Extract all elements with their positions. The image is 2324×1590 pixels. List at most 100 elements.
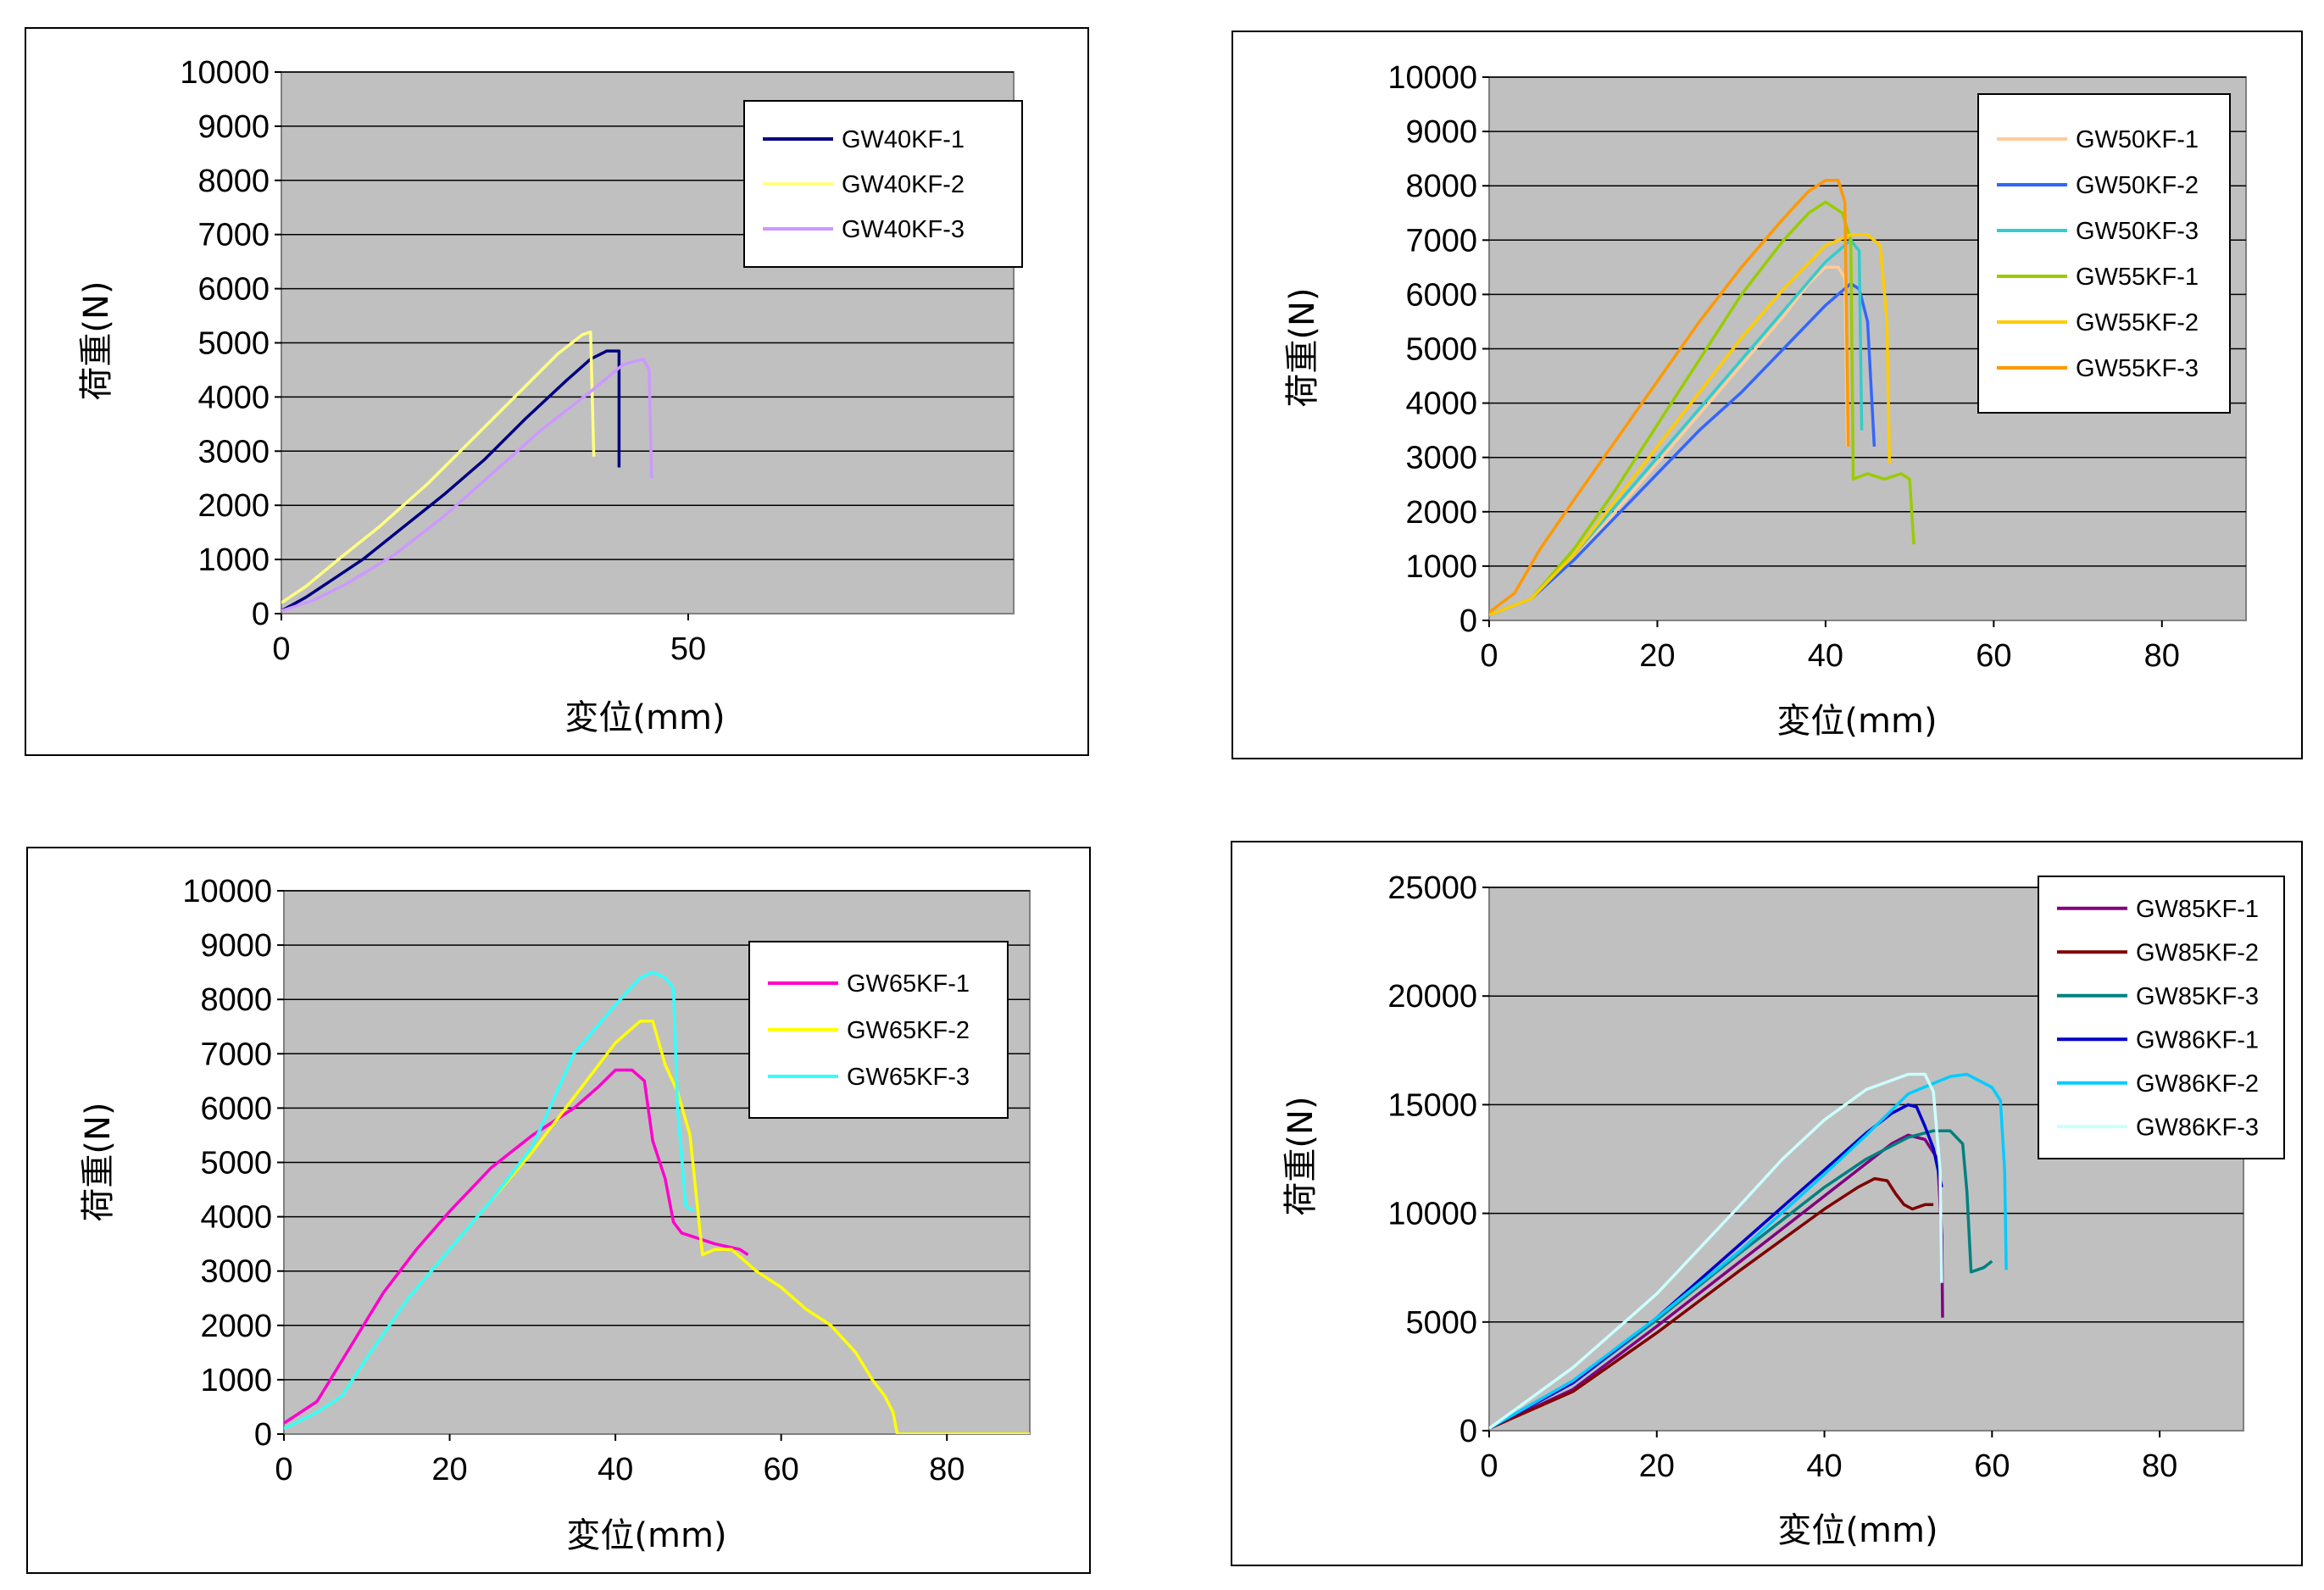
y-tick-label: 10000 (1387, 60, 1477, 96)
legend: GW85KF-1 GW85KF-2 GW85KF-3 GW86KF-1 GW86KF-2… (2038, 876, 2285, 1159)
legend-label: GW40KF-2 (842, 171, 965, 198)
x-tick-label: 60 (764, 1452, 799, 1487)
y-axis-label: 荷重(N) (1282, 1096, 1320, 1215)
y-tick-label: 4000 (1405, 386, 1477, 422)
x-tick-label: 40 (1806, 1448, 1842, 1484)
x-tick-label: 80 (2142, 1448, 2177, 1484)
legend-label: GW85KF-3 (2136, 983, 2259, 1010)
legend-label: GW85KF-1 (2136, 896, 2259, 923)
x-tick-label: 80 (2144, 638, 2180, 674)
y-tick-label: 5000 (1405, 1305, 1477, 1341)
y-tick-label: 3000 (1405, 441, 1477, 476)
legend-box (1977, 93, 2231, 414)
y-tick-label: 1000 (200, 1363, 272, 1398)
chart-panel-1: 0 1000 2000 3000 4000 5000 6000 7000 8000 9000 100… (25, 27, 1089, 756)
legend-box (2038, 876, 2285, 1159)
series-line-GW40KF-1 (281, 349, 621, 613)
y-tick-label: 8000 (1405, 169, 1477, 204)
y-tick-label: 0 (1459, 1414, 1477, 1449)
legend-label: GW86KF-3 (2136, 1114, 2259, 1141)
legend-label: GW40KF-1 (842, 126, 965, 153)
y-tick-label: 2000 (1405, 495, 1477, 531)
x-tick-label: 0 (275, 1452, 292, 1487)
legend-label: GW65KF-3 (847, 1064, 970, 1091)
y-tick-label: 8000 (200, 982, 272, 1018)
x-tick-label: 0 (1480, 1448, 1498, 1484)
x-tick-label: 20 (1639, 1448, 1675, 1484)
chart-panel-4: 0 5000 10000 15000 20000 25000 0 20 40 60 80 変位(mm)… (1231, 841, 2303, 1566)
y-tick-label: 6000 (197, 272, 270, 308)
y-tick-label: 3000 (200, 1254, 272, 1290)
y-tick-label: 10000 (1387, 1197, 1477, 1232)
y-tick-label: 1000 (197, 542, 270, 578)
y-tick-label: 2000 (200, 1309, 272, 1344)
y-axis-label: 荷重(N) (77, 281, 116, 400)
chart-4: 0 5000 10000 15000 20000 25000 0 20 40 60 80 変位(mm)… (1282, 870, 2285, 1550)
legend: GW65KF-1 GW65KF-2 GW65KF-3 (748, 941, 1009, 1119)
x-tick-label: 80 (929, 1452, 965, 1487)
legend-label: GW86KF-2 (2136, 1070, 2259, 1098)
legend-label: GW85KF-2 (2136, 939, 2259, 966)
y-tick-label: 7000 (197, 218, 270, 253)
y-tick-label: 5000 (1405, 332, 1477, 368)
y-tick-label: 9000 (200, 928, 272, 964)
y-tick-label: 7000 (200, 1037, 272, 1072)
y-tick-label: 25000 (1387, 870, 1477, 906)
legend-label: GW50KF-2 (2076, 172, 2199, 199)
y-axis-label: 荷重(N) (79, 1102, 118, 1221)
x-axis-label: 変位(mm) (1777, 1511, 1938, 1550)
series-line-GW55KF-3 (1489, 179, 1850, 614)
y-tick-label: 3000 (197, 434, 270, 470)
legend-label: GW55KF-1 (2076, 264, 2199, 291)
y-tick-label: 6000 (1405, 277, 1477, 313)
y-tick-label: 7000 (1405, 223, 1477, 259)
chart-panel-3: 0 1000 2000 3000 4000 5000 6000 7000 8000 9000 100… (26, 847, 1091, 1574)
chart-1: 0 1000 2000 3000 4000 5000 6000 7000 8000 9000 100… (77, 55, 1023, 737)
chart-2: 0 1000 2000 3000 4000 5000 6000 7000 8000 9000 100… (1283, 60, 2247, 741)
series-line-GW65KF-1 (284, 1068, 749, 1425)
series-line-GW65KF-3 (284, 970, 695, 1431)
x-axis-label: 変位(mm) (1776, 702, 1937, 741)
legend-label: GW65KF-2 (847, 1017, 970, 1044)
series-line-GW40KF-2 (281, 330, 596, 604)
legend-label: GW55KF-2 (2076, 309, 2199, 336)
y-tick-label: 20000 (1387, 979, 1477, 1015)
legend-label: GW50KF-3 (2076, 218, 2199, 245)
legend-label: GW65KF-1 (847, 970, 970, 998)
x-tick-label: 0 (272, 631, 290, 667)
y-tick-label: 0 (252, 597, 270, 632)
y-tick-label: 2000 (197, 488, 270, 524)
series-line-GW55KF-1 (1489, 200, 1915, 617)
legend: GW40KF-1 GW40KF-2 GW40KF-3 (743, 100, 1023, 268)
y-axis-label: 荷重(N) (1283, 287, 1322, 407)
x-tick-label: 40 (598, 1452, 633, 1487)
x-tick-label: 0 (1480, 638, 1498, 674)
legend: GW50KF-1 GW50KF-2 GW50KF-3 GW55KF-1 GW55KF-2… (1977, 93, 2231, 414)
y-tick-label: 5000 (197, 326, 270, 362)
x-tick-label: 40 (1808, 638, 1843, 674)
y-tick-label: 9000 (197, 109, 270, 145)
y-tick-label: 15000 (1387, 1087, 1477, 1123)
series-line-GW55KF-2 (1489, 233, 1892, 617)
legend-label: GW40KF-3 (842, 216, 965, 243)
y-tick-label: 4000 (197, 380, 270, 415)
legend-label: GW86KF-1 (2136, 1026, 2259, 1054)
legend-label: GW55KF-3 (2076, 355, 2199, 382)
y-tick-label: 6000 (200, 1091, 272, 1126)
x-tick-label: 50 (670, 631, 706, 667)
y-tick-label: 10000 (182, 874, 272, 909)
y-tick-label: 5000 (200, 1146, 272, 1181)
x-tick-label: 20 (1639, 638, 1675, 674)
y-tick-label: 9000 (1405, 114, 1477, 150)
series-line-GW86KF-3 (1489, 1072, 1943, 1430)
y-tick-label: 4000 (200, 1200, 272, 1236)
y-tick-label: 0 (254, 1417, 272, 1453)
y-tick-label: 8000 (197, 164, 270, 199)
y-tick-label: 1000 (1405, 549, 1477, 585)
legend-label: GW50KF-1 (2076, 126, 2199, 153)
x-axis-label: 変位(mm) (564, 698, 725, 737)
y-tick-label: 10000 (180, 55, 270, 91)
x-tick-label: 20 (431, 1452, 467, 1487)
series-line-GW40KF-3 (281, 357, 653, 613)
x-tick-label: 60 (1974, 1448, 2010, 1484)
